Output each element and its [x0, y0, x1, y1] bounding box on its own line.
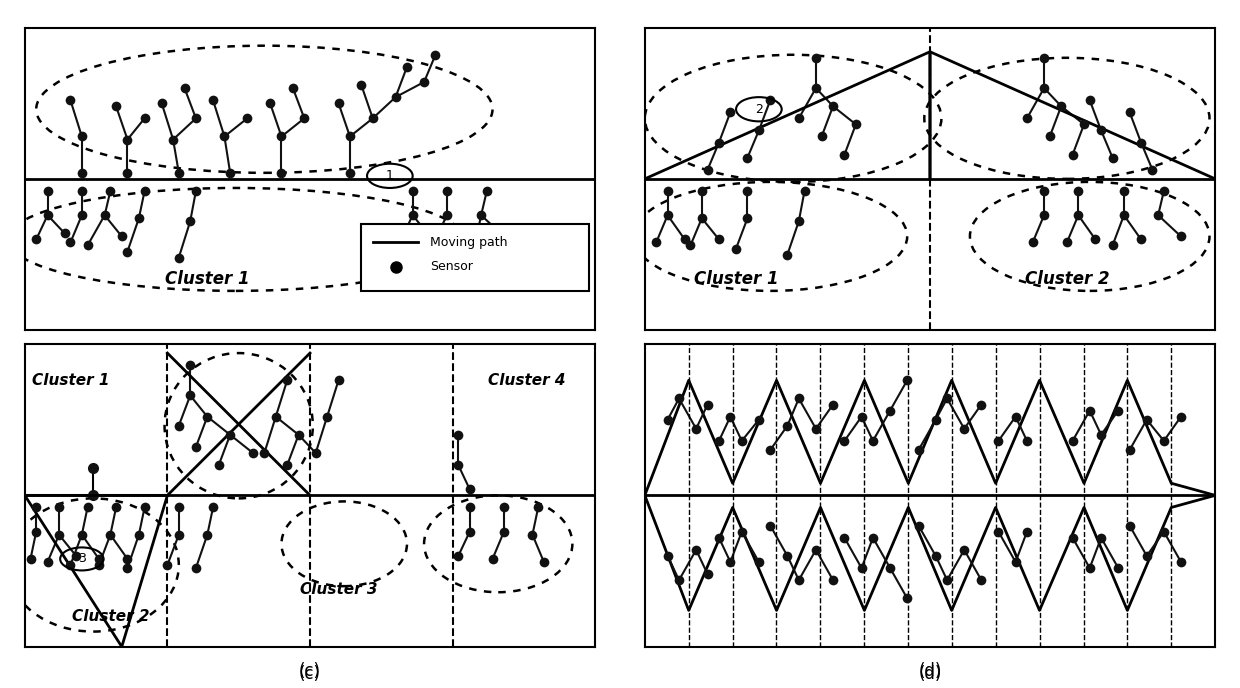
Text: (d): (d) [919, 662, 941, 680]
Text: (b): (b) [919, 348, 941, 367]
Text: Cluster 2: Cluster 2 [72, 609, 149, 624]
Text: Cluster 1: Cluster 1 [165, 270, 249, 288]
Text: 1: 1 [386, 169, 394, 182]
Text: Moving path: Moving path [430, 236, 507, 249]
Text: (c): (c) [299, 662, 321, 680]
Text: (c): (c) [299, 665, 321, 683]
Bar [361, 224, 589, 291]
Text: Cluster 1: Cluster 1 [32, 373, 109, 388]
Text: Cluster 2: Cluster 2 [1024, 270, 1110, 288]
Text: (d): (d) [919, 665, 941, 683]
Text: 3: 3 [78, 552, 86, 566]
Text: 2: 2 [755, 103, 763, 116]
Text: Cluster 1: Cluster 1 [693, 270, 779, 288]
Text: (b): (b) [919, 345, 941, 363]
Text: Cluster 4: Cluster 4 [489, 373, 565, 388]
Text: Cluster 3: Cluster 3 [300, 581, 377, 596]
Text: (a): (a) [299, 348, 321, 367]
Text: Sensor: Sensor [430, 260, 472, 273]
Text: (a): (a) [299, 345, 321, 363]
